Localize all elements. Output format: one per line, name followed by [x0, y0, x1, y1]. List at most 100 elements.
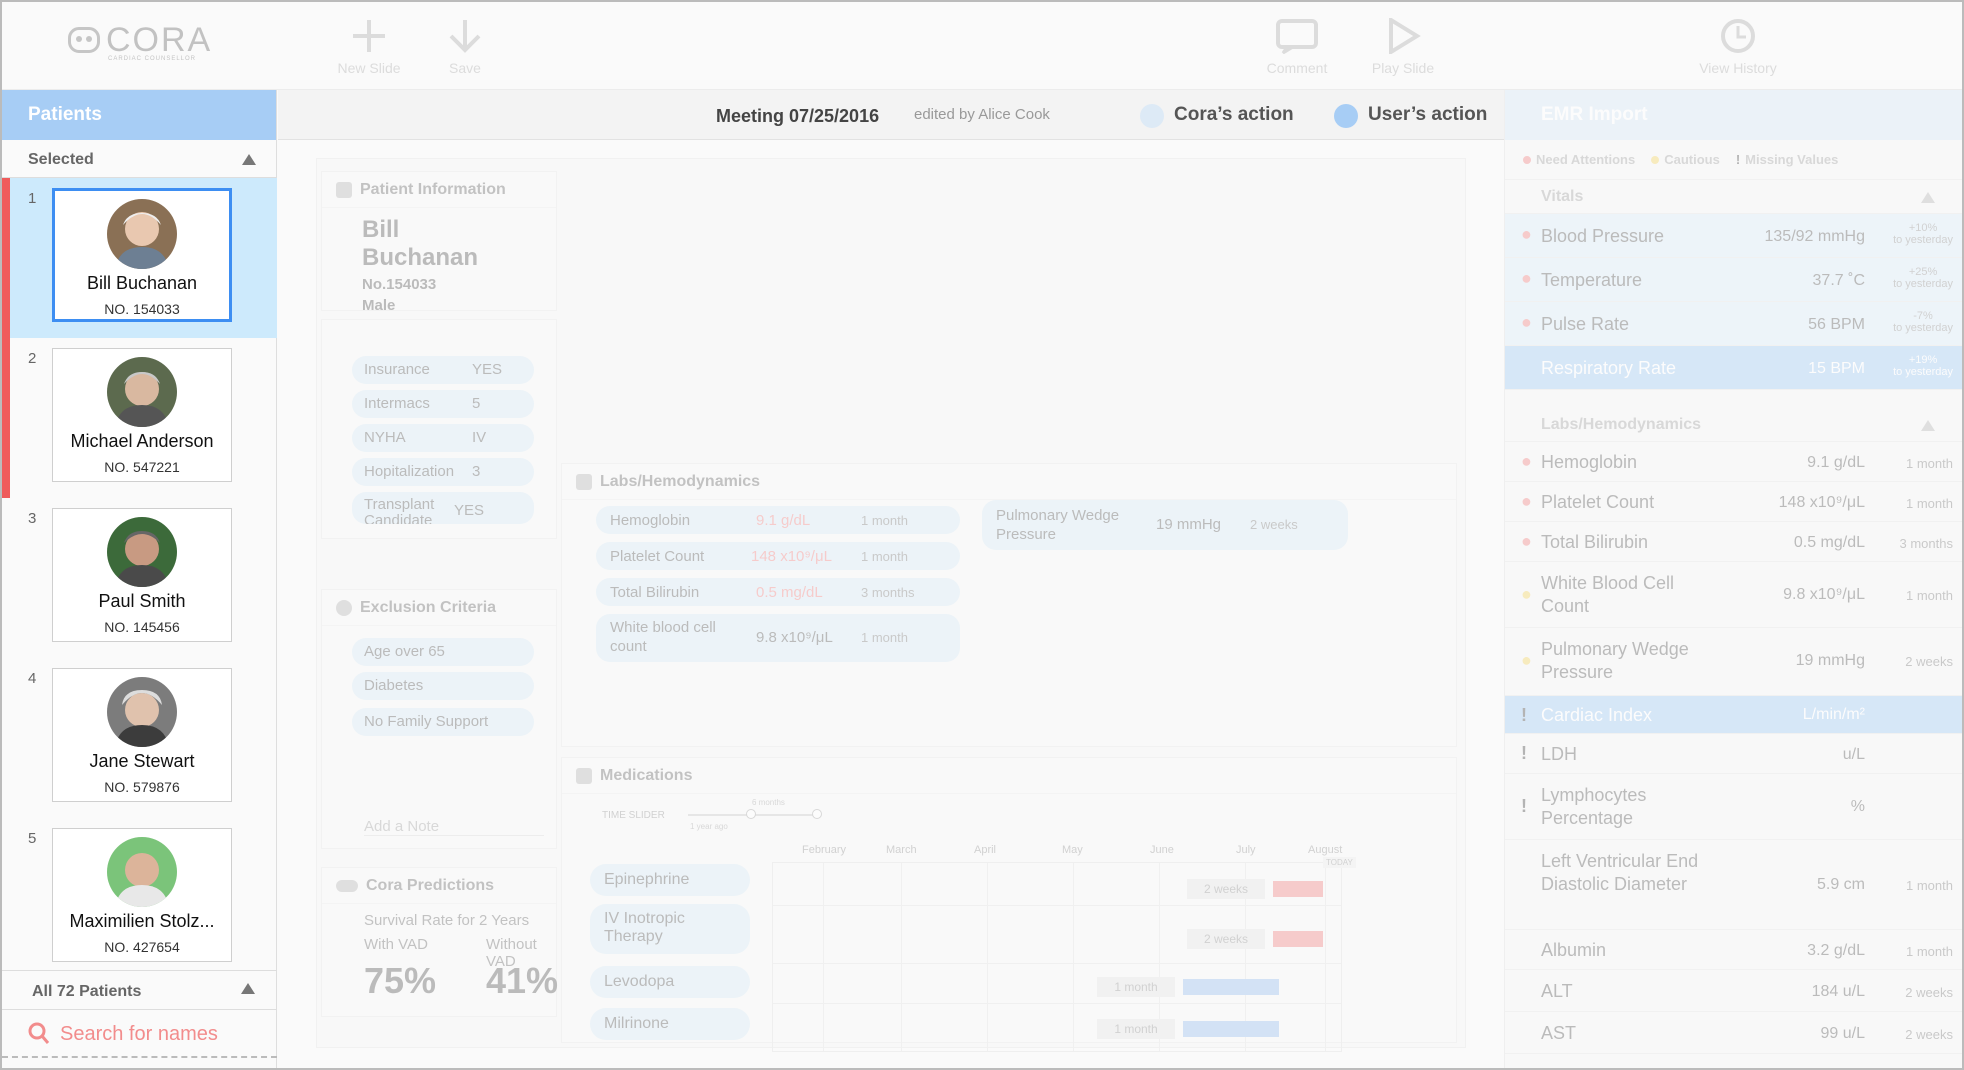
new-slide-button[interactable]: New Slide [324, 18, 414, 76]
emr-row[interactable]: ! Lymphocytes Percentage% [1505, 774, 1962, 840]
lab-name: Total Bilirubin [610, 584, 700, 601]
patient-row[interactable]: 4 Jane Stewart NO. 579876 [2, 658, 277, 818]
legend-need: Need Attentions [1523, 152, 1635, 167]
comment-label: Comment [1266, 60, 1328, 76]
patient-number: NO. 145456 [104, 619, 180, 635]
emr-value: 56 BPM [1808, 316, 1865, 333]
attribute-value: YES [454, 502, 485, 519]
emr-time: 1 month [1906, 588, 1953, 603]
emr-row[interactable]: ! LDH u/L [1505, 734, 1962, 774]
flask-icon [576, 473, 592, 490]
labs-section-toggle[interactable]: Labs/Hemodynamics [1505, 408, 1962, 442]
patient-row[interactable]: 1 Bill Buchanan NO. 154033 [2, 178, 277, 338]
emr-name: AST [1541, 1023, 1577, 1043]
emr-header: EMR Import [1505, 90, 1962, 140]
predictions-header: Cora Predictions [322, 868, 556, 904]
attribute-value: IV [472, 429, 487, 446]
emr-row[interactable]: ● Blood Pressure 135/92 mmHg +10% to yesterd… [1505, 214, 1962, 258]
patient-row[interactable]: 5 Maximilien Stolz... NO. 427654 [2, 818, 277, 978]
time-slider-handle[interactable] [812, 809, 822, 819]
predictions-subtitle: Survival Rate for 2 Years [364, 912, 530, 929]
exclusion-header: Exclusion Criteria [322, 590, 556, 626]
need-dot-icon: ● [1521, 531, 1532, 551]
medications-title: Medications [600, 766, 693, 784]
emr-change-sub: to yesterday [1893, 234, 1953, 246]
patient-row[interactable]: 2 Michael Anderson NO. 547221 [2, 338, 277, 498]
medication-bar [1183, 979, 1279, 995]
lab-value: 0.5 mg/dL [756, 584, 823, 601]
emr-row[interactable]: AST 99 u/L 2 weeks [1505, 1012, 1962, 1054]
emr-row[interactable]: Left Ventricular End Diastolic Diameter 5… [1505, 840, 1962, 930]
lab-pill: Total Bilirubin 0.5 mg/dL 3 months [596, 578, 960, 606]
emr-row[interactable]: ● Total Bilirubin 0.5 mg/dL 3 months [1505, 522, 1962, 562]
patient-card[interactable]: Michael Anderson NO. 547221 [52, 348, 232, 482]
emr-name: Temperature [1541, 270, 1643, 290]
emr-value: 5.9 cm [1816, 876, 1865, 893]
emr-row[interactable]: Albumin 3.2 g/dL 1 month [1505, 930, 1962, 970]
time-slider-handle[interactable] [746, 809, 756, 819]
medication-duration: 2 weeks [1187, 879, 1265, 899]
attribute-label: NYHA [364, 429, 406, 446]
lab-value: 148 x10⁹/μL [751, 548, 832, 565]
avatar [107, 517, 177, 587]
emr-row-selected[interactable]: ! Cardiac Index L/min/m² [1505, 696, 1962, 734]
emr-row[interactable]: ● Hemoglobin 9.1 g/dL 1 month [1505, 442, 1962, 482]
save-button[interactable]: Save [420, 18, 510, 76]
meeting-area: Meeting 07/25/2016 edited by Alice Cook … [278, 90, 1504, 1068]
patient-name: Paul Smith [98, 591, 186, 611]
emr-change-sub: to yesterday [1893, 278, 1953, 290]
add-note-input[interactable]: Add a Note [364, 818, 544, 836]
lab-name: Hemoglobin [610, 512, 691, 529]
patient-row[interactable]: 3 Paul Smith NO. 145456 [2, 498, 277, 658]
need-dot-icon: ● [1521, 451, 1532, 471]
avatar [107, 677, 177, 747]
need-dot-icon: ● [1521, 491, 1532, 511]
emr-row[interactable]: ● Pulse Rate 56 BPM -7% to yesterday [1505, 302, 1962, 346]
collapse-triangle-icon [1921, 420, 1935, 431]
patient-card[interactable]: Jane Stewart NO. 579876 [52, 668, 232, 802]
patient-card[interactable]: Paul Smith NO. 145456 [52, 508, 232, 642]
with-vad-value: 75% [364, 960, 437, 1001]
month-label: February [802, 844, 847, 856]
emr-row[interactable]: ● Pulmonary Wedge Pressure 19 mmHg 2 weeks [1505, 628, 1962, 696]
all-patients-toggle[interactable]: All 72 Patients [2, 970, 277, 1010]
lab-value: 19 mmHg [1156, 516, 1222, 533]
emr-value: 19 mmHg [1795, 652, 1865, 669]
play-slide-button[interactable]: Play Slide [1358, 18, 1448, 76]
patient-card[interactable]: Bill Buchanan NO. 154033 [52, 188, 232, 322]
search-input[interactable]: Search for names [2, 1012, 277, 1056]
patient-info-card: Patient Information Bill Buchanan No.154… [321, 171, 557, 314]
emr-row[interactable]: ● White Blood Cell Count 9.8 x10⁹/μL 1 mont… [1505, 562, 1962, 628]
cautious-dot-icon: ● [1521, 650, 1532, 670]
selected-section-toggle[interactable]: Selected [2, 140, 276, 178]
with-vad-label: With VAD [364, 936, 428, 953]
attribute-pill: NYHA IV [352, 424, 534, 452]
cora-action-label: Cora’s action [1174, 104, 1294, 125]
logo-text: CORA [106, 21, 213, 59]
emr-row[interactable]: ALT 184 u/L 2 weeks [1505, 970, 1962, 1012]
comment-button[interactable]: Comment [1252, 18, 1342, 76]
emr-row[interactable]: ● Platelet Count 148 x10⁹/μL 1 month [1505, 482, 1962, 522]
month-label: March [886, 844, 917, 856]
emr-name: Hemoglobin [1541, 452, 1638, 472]
patient-index: 1 [28, 190, 37, 207]
attribute-value: 5 [472, 395, 481, 412]
patient-card[interactable]: Maximilien Stolz... NO. 427654 [52, 828, 232, 962]
slider-value: 6 months [752, 798, 785, 807]
exclusion-title: Exclusion Criteria [360, 598, 497, 616]
attribute-value: 3 [472, 463, 481, 480]
emr-row-selected[interactable]: Respiratory Rate 15 BPM +19% to yesterday [1505, 346, 1962, 390]
lab-name: Platelet Count [610, 548, 705, 565]
patient-number: NO. 154033 [104, 301, 180, 317]
emr-change-sub: to yesterday [1893, 322, 1953, 334]
vitals-section-toggle[interactable]: Vitals [1505, 180, 1962, 214]
month-label: May [1062, 844, 1083, 856]
emr-change-sub: to yesterday [1893, 366, 1953, 378]
view-history-button[interactable]: View History [1690, 18, 1786, 76]
emr-name: Blood Pressure [1541, 226, 1665, 246]
divider [2, 1056, 277, 1068]
emr-row[interactable]: ● Temperature 37.7 ˚C +25% to yesterday [1505, 258, 1962, 302]
emr-name: Cardiac Index [1541, 705, 1653, 725]
month-label: July [1236, 844, 1256, 856]
lab-name: Pulmonary Wedge Pressure [996, 507, 1120, 543]
